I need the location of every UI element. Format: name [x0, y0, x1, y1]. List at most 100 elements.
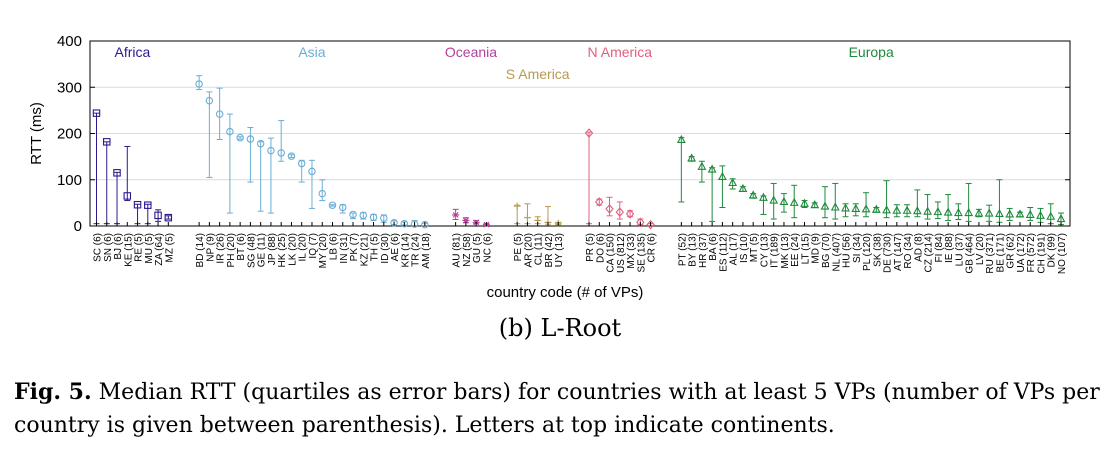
series-asia: BD (14) NP (9) IR (26) PH (20) BT (6) SG (48)… [195, 44, 432, 269]
data-point [841, 203, 850, 212]
x-tick-label: LV (20) [975, 233, 986, 265]
series-africa: SC (6) SN (6) BJ (6) KE (15) RE (5) MU (5) ZA … [93, 44, 176, 267]
data-point [164, 213, 173, 222]
data-point [820, 201, 830, 210]
x-tick-label: AD (8) [913, 233, 924, 262]
data-point [953, 207, 963, 217]
data-point [984, 208, 994, 217]
x-tick-label: GU (5) [472, 233, 483, 263]
data-point [369, 213, 378, 221]
x-tick-label: BR (42) [544, 233, 555, 267]
data-point [328, 201, 337, 209]
x-tick-label: RO (34) [903, 233, 914, 269]
data-point [452, 212, 460, 218]
data-point [1036, 210, 1045, 219]
x-tick-label: PH (20) [226, 233, 237, 267]
figure-caption: Fig. 5. Median RTT (quartiles as error b… [14, 376, 1110, 442]
x-tick-label: UA (172) [1016, 233, 1027, 272]
x-tick-label: MT (5) [749, 233, 760, 262]
data-point [779, 196, 789, 205]
data-point [943, 207, 953, 216]
x-tick-label: CH (191) [1036, 233, 1047, 274]
x-axis-label: country code (# of VPs) [487, 284, 644, 301]
x-tick-label: BD (14) [195, 233, 206, 267]
x-tick-label: FI (84) [934, 233, 945, 262]
continent-label: N America [588, 44, 653, 60]
data-point [462, 217, 470, 224]
subcaption: (b) L-Root [498, 314, 622, 342]
y-tick-label: 400 [57, 33, 82, 50]
x-tick-label: IL (20) [298, 233, 309, 262]
data-point [400, 219, 409, 228]
data-point [748, 190, 758, 199]
x-tick-label: LK (20) [287, 233, 298, 266]
x-tick-label: AU (81) [452, 233, 463, 267]
data-point [605, 204, 614, 214]
x-tick-label: IE (88) [944, 233, 955, 263]
data-point [205, 96, 214, 105]
x-tick-label: JP (88) [267, 233, 278, 265]
data-point [615, 207, 625, 217]
x-tick-label: AE (6) [390, 233, 401, 261]
x-tick-label: IR (26) [216, 233, 227, 264]
x-tick-label: DE (730) [883, 233, 894, 273]
data-point [308, 167, 316, 176]
x-tick-label: LU (37) [954, 233, 965, 266]
data-point [349, 210, 357, 219]
data-point [318, 189, 326, 198]
x-tick-label: MY (20) [318, 233, 329, 268]
x-tick-label: CR (6) [647, 233, 658, 262]
data-point [738, 183, 748, 193]
x-tick-label: PR (5) [585, 233, 596, 262]
x-tick-label: SC (6) [93, 233, 104, 262]
data-point [851, 203, 861, 212]
series-oceania: AU (81) NZ (58) GU (5) NC (6) Oceania [445, 44, 497, 267]
x-tick-label: AT (147) [893, 233, 904, 271]
x-tick-label: TR (24) [411, 233, 422, 267]
data-point [359, 211, 368, 220]
x-tick-label: US (812) [616, 233, 627, 273]
x-tick-label: NL (407) [831, 233, 842, 272]
y-axis-label: RTT (ms) [28, 102, 45, 165]
continent-label: Europa [849, 44, 894, 60]
data-point [1056, 213, 1066, 223]
data-point [636, 217, 645, 228]
x-tick-label: AM (18) [421, 233, 432, 269]
x-tick-label: BT (6) [236, 233, 247, 261]
data-point [195, 80, 203, 88]
x-tick-label: IN (31) [339, 233, 350, 264]
data-point [380, 214, 388, 222]
data-point [246, 135, 255, 143]
data-point [646, 219, 655, 230]
data-point [759, 192, 768, 201]
data-point [287, 152, 296, 160]
data-point [267, 146, 275, 155]
x-tick-label: LB (6) [328, 233, 339, 260]
y-tick-label: 0 [74, 218, 82, 235]
x-tick-label: MD (9) [811, 233, 822, 264]
data-point [902, 205, 912, 214]
data-point [410, 220, 419, 228]
x-tick-label: RU (371) [985, 233, 996, 274]
data-point [912, 206, 922, 215]
x-tick-label: SN (6) [103, 233, 114, 262]
data-point [1025, 209, 1035, 218]
data-point [707, 164, 717, 173]
x-tick-label: SG (48) [246, 233, 257, 268]
x-tick-label: KR (14) [400, 233, 411, 267]
x-tick-label: CA (150) [606, 233, 617, 272]
y-tick-label: 200 [57, 126, 82, 143]
data-point [277, 149, 285, 157]
data-point [871, 204, 881, 213]
data-point [974, 208, 984, 217]
data-point [215, 110, 224, 118]
x-tick-label: MU (5) [144, 233, 155, 264]
data-point [728, 177, 738, 187]
x-tick-label: HR (37) [698, 233, 709, 268]
x-tick-label: AL (17) [729, 233, 740, 265]
rtt-chart: 0 100 200 300 400 RTT (ms) country code (# of … [28, 33, 1071, 301]
x-tick-label: DO (6) [595, 233, 606, 263]
continent-label: Oceania [445, 44, 497, 60]
caption-label: Fig. 5. [14, 379, 92, 405]
x-tick-label: PT (52) [677, 233, 688, 266]
